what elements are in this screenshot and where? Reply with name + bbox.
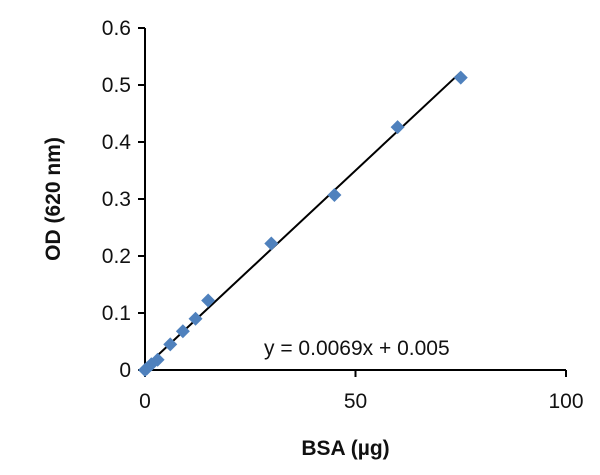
y-tick-label: 0.6 [102,17,131,40]
y-tick-label: 0.4 [102,131,132,154]
trendline [144,71,462,368]
data-point [188,311,203,326]
data-point [264,236,279,251]
trendline-equation: y = 0.0069x + 0.005 [264,337,450,360]
y-tick-label: 0.2 [102,245,131,268]
y-tick-label: 0.5 [102,74,131,97]
x-tick-label: 50 [344,390,367,413]
data-point [163,337,178,352]
x-tick-label: 0 [139,390,151,413]
y-tick-label: 0.1 [102,302,131,325]
y-tick-label: 0.3 [102,188,131,211]
data-point [327,188,342,203]
data-point [201,293,216,308]
trendline-group [144,71,462,368]
axes: 0 0.1 0.2 0.3 0.4 0.5 0.6 0 50 100 [102,17,584,413]
data-point [453,70,468,85]
data-point [175,324,190,339]
data-point [150,352,165,367]
x-axis-title: BSA (µg) [301,437,389,460]
data-points [138,70,468,377]
x-tick-label: 100 [548,390,583,413]
y-tick-label: 0 [119,359,131,382]
y-axis-title: OD (620 nm) [42,137,65,261]
data-point [390,120,405,135]
